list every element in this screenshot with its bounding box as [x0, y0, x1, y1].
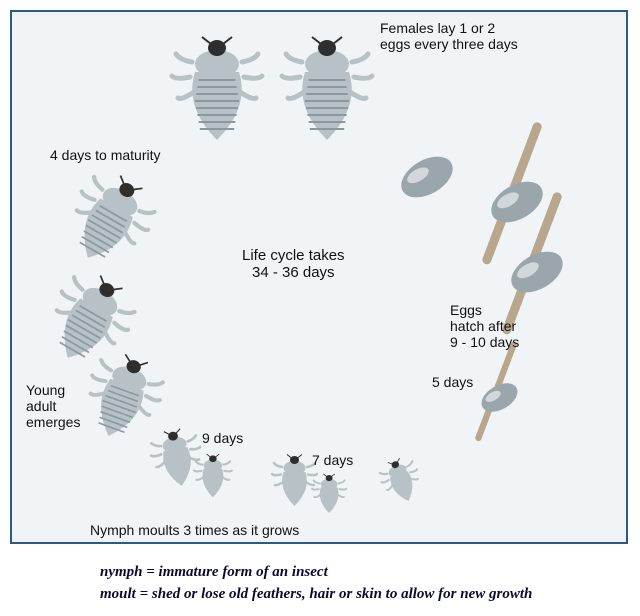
- label-nine-days: 9 days: [202, 430, 243, 446]
- louse-icon: [55, 163, 165, 277]
- label-five-days: 5 days: [432, 374, 473, 390]
- label-females-lay: Females lay 1 or 2 eggs every three days: [380, 20, 518, 52]
- label-seven-days: 7 days: [312, 452, 353, 468]
- label-eggs-hatch: Eggs hatch after 9 - 10 days: [450, 302, 519, 350]
- lifecycle-diagram: Females lay 1 or 2 eggs every three days…: [10, 10, 628, 544]
- glossary-moult: moult = shed or lose old feathers, hair …: [100, 584, 640, 606]
- louse-icon: [376, 454, 426, 508]
- louse-icon: [172, 37, 262, 140]
- egg-icon: [394, 148, 459, 205]
- label-young-adult: Young adult emerges: [26, 382, 80, 430]
- glossary-nymph: nymph = immature form of an insect: [100, 562, 640, 584]
- louse-icon: [282, 37, 372, 140]
- louse-icon: [312, 474, 346, 513]
- egg-icon: [447, 345, 545, 438]
- label-nymph-moults: Nymph moults 3 times as it grows: [90, 522, 299, 538]
- egg-icon: [442, 127, 582, 260]
- louse-icon: [75, 346, 171, 448]
- louse-icon: [272, 455, 317, 507]
- label-center: Life cycle takes 34 - 36 days: [242, 247, 345, 282]
- label-maturity: 4 days to maturity: [50, 147, 161, 163]
